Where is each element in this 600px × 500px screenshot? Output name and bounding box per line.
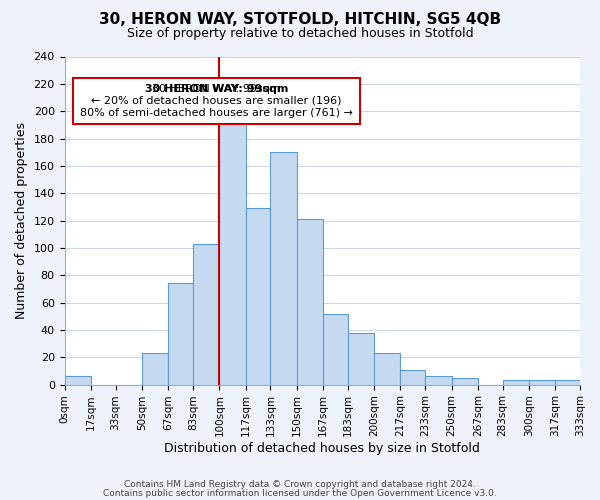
Text: Contains public sector information licensed under the Open Government Licence v3: Contains public sector information licen… — [103, 489, 497, 498]
Text: Size of property relative to detached houses in Stotfold: Size of property relative to detached ho… — [127, 28, 473, 40]
Bar — [323, 314, 348, 384]
Bar — [452, 378, 478, 384]
Text: 30 HERON WAY: 99sqm: 30 HERON WAY: 99sqm — [145, 84, 288, 94]
Bar — [271, 152, 297, 384]
Bar — [193, 244, 220, 384]
Bar — [297, 219, 323, 384]
Y-axis label: Number of detached properties: Number of detached properties — [15, 122, 28, 319]
Bar — [400, 370, 425, 384]
Bar — [245, 208, 271, 384]
Bar — [529, 380, 555, 384]
Bar — [503, 380, 529, 384]
Bar — [425, 376, 452, 384]
Bar — [65, 376, 91, 384]
Bar — [348, 332, 374, 384]
Text: Contains HM Land Registry data © Crown copyright and database right 2024.: Contains HM Land Registry data © Crown c… — [124, 480, 476, 489]
Bar — [142, 353, 168, 384]
Bar — [555, 380, 580, 384]
Bar — [374, 353, 400, 384]
Text: 30 HERON WAY: 99sqm
← 20% of detached houses are smaller (196)
80% of semi-detac: 30 HERON WAY: 99sqm ← 20% of detached ho… — [80, 84, 353, 117]
Bar — [220, 121, 245, 384]
Bar — [168, 284, 193, 384]
Text: 30, HERON WAY, STOTFOLD, HITCHIN, SG5 4QB: 30, HERON WAY, STOTFOLD, HITCHIN, SG5 4Q… — [99, 12, 501, 28]
X-axis label: Distribution of detached houses by size in Stotfold: Distribution of detached houses by size … — [164, 442, 480, 455]
